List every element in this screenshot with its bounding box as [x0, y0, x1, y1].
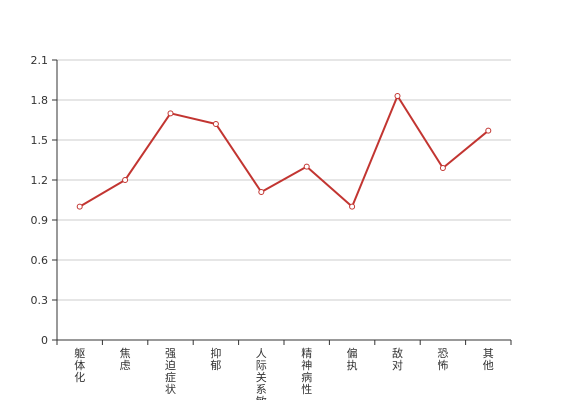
series-layer: [76, 93, 492, 210]
data-point: [258, 189, 265, 195]
series-line: [79, 95, 489, 208]
grid-layer: [57, 59, 511, 301]
y-tick-label: 1.8: [31, 94, 49, 107]
x-tick-label: 精神病性: [301, 347, 312, 396]
y-tick-label: 0.6: [31, 254, 49, 267]
data-point: [303, 163, 310, 170]
x-tick-label: 焦虑: [120, 347, 131, 372]
axis-layer: [52, 59, 512, 345]
data-point: [212, 121, 219, 127]
data-point: [167, 110, 174, 117]
y-tick-label: 0.3: [31, 294, 49, 307]
x-tick-label: 强迫症状: [165, 347, 176, 396]
x-tick-labels: 躯体化 焦虑 强迫症状 抑郁 人际关系敏感 精神病性 偏执 敌对 恐怖 其他: [74, 346, 494, 404]
x-tick-label: 偏执: [347, 346, 358, 372]
y-tick-label: 1.5: [31, 134, 49, 147]
x-tick-label: 躯体化: [74, 347, 85, 384]
y-tick-label: 1.2: [31, 174, 49, 187]
x-tick-label: 抑郁: [210, 346, 221, 372]
data-point: [439, 165, 446, 171]
x-tick-label: 敌对: [392, 346, 403, 372]
data-point: [76, 203, 83, 210]
data-point: [485, 127, 492, 134]
x-tick-label: 其他: [483, 347, 494, 372]
y-tick-labels: 0 0.3 0.6 0.9 1.2 1.5 1.8 2.1: [31, 54, 49, 347]
y-tick-label: 0.9: [31, 214, 49, 227]
data-point: [349, 203, 356, 210]
x-tick-label: 人际关系敏感: [256, 347, 267, 400]
data-point: [122, 177, 129, 183]
y-tick-label: 0: [41, 334, 48, 347]
y-tick-label: 2.1: [31, 54, 49, 67]
x-tick-label: 恐怖: [437, 347, 448, 372]
data-point: [394, 93, 401, 99]
